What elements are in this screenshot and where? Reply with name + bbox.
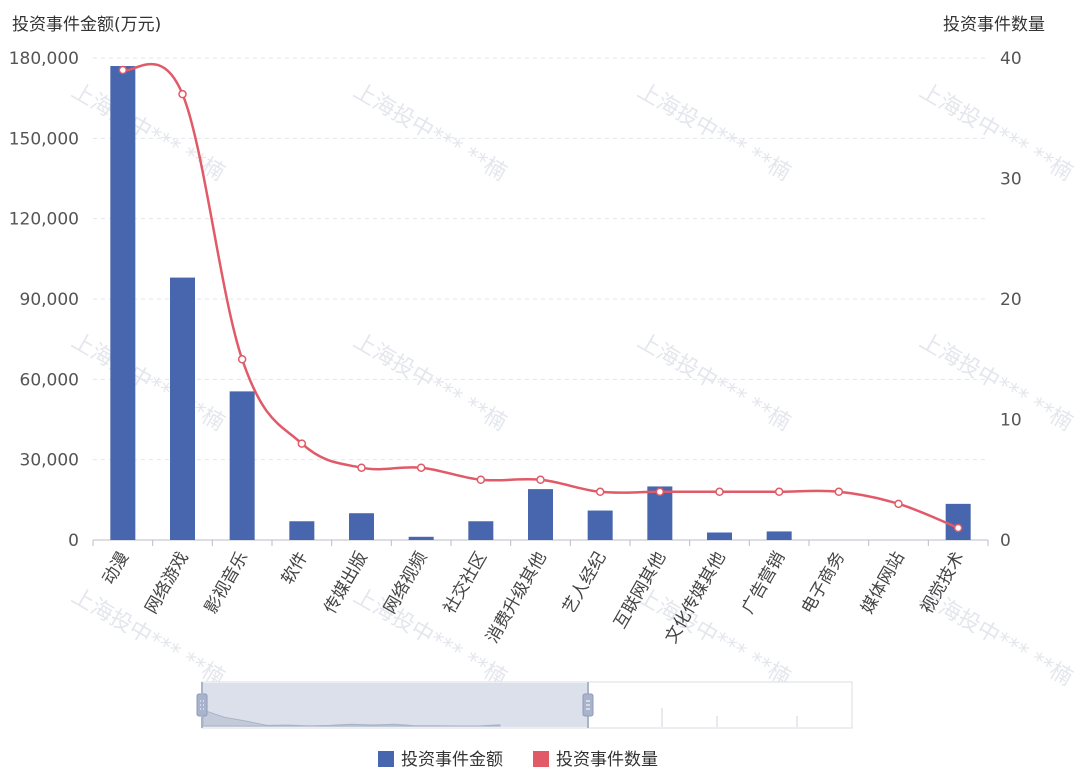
legend-item-count[interactable]: 投资事件数量 (533, 750, 658, 770)
category-label-1: 网络游戏 (142, 549, 193, 618)
bar-8 (587, 510, 613, 540)
legend[interactable]: 投资事件金额 投资事件数量 (378, 750, 658, 770)
line-point-10 (715, 487, 724, 497)
left-tick-label: 0 (68, 531, 79, 551)
right-tick-label: 0 (1000, 531, 1011, 551)
right-tick-label: 10 (1000, 411, 1022, 431)
bar-7 (528, 489, 553, 540)
category-label-2: 影视音乐 (201, 549, 252, 618)
category-label-6: 社交社区 (440, 549, 491, 618)
line-point-4 (357, 463, 366, 472)
right-tick-label: 30 (1000, 170, 1022, 190)
bar-0 (110, 66, 136, 541)
legend-swatch-bar (378, 751, 394, 767)
left-tick-label: 180,000 (9, 49, 79, 69)
watermark-text: 上海投中*** **楠 (915, 329, 1076, 437)
left-axis-ticks: 0 30,000 60,000 90,000 120,000 150,000 180,000 (9, 49, 79, 551)
line-point-12 (834, 487, 844, 497)
line-point-13 (894, 499, 903, 509)
watermark-text: 上海投中*** **楠 (633, 79, 794, 187)
left-tick-label: 150,000 (9, 129, 79, 149)
line-point-6 (476, 475, 486, 484)
bar-1 (170, 277, 195, 540)
left-tick-label: 60,000 (20, 370, 79, 390)
line-point-3 (297, 439, 307, 448)
line-point-0 (118, 65, 128, 75)
line-point-2 (237, 355, 247, 364)
watermark-text: 上海投中*** **楠 (349, 79, 510, 187)
category-label-3: 软件 (278, 549, 312, 588)
slider-right-handle[interactable] (582, 693, 594, 717)
bar-2 (229, 391, 255, 540)
category-label-0: 动漫 (99, 549, 133, 588)
slider-preview-area (202, 709, 501, 727)
left-tick-label: 30,000 (20, 451, 79, 471)
legend-label: 投资事件金额 (401, 750, 503, 770)
legend-label: 投资事件数量 (556, 750, 658, 770)
right-axis-ticks: 0 10 20 30 40 (1000, 49, 1022, 551)
watermark-text: 上海投中*** **楠 (67, 79, 228, 187)
bar-5 (408, 536, 434, 540)
legend-swatch-line (533, 751, 549, 767)
bar-11 (766, 531, 792, 540)
left-tick-label: 90,000 (20, 290, 79, 310)
line-point-9 (655, 487, 665, 497)
category-label-13: 媒体网站 (858, 549, 909, 618)
category-label-5: 网络视频 (380, 549, 431, 618)
category-label-7: 消费升级其他 (483, 549, 551, 647)
line-point-5 (416, 463, 426, 472)
count-line-path (122, 62, 959, 530)
bar-4 (349, 513, 374, 540)
bar-series[interactable] (110, 66, 971, 541)
category-label-8: 艺人经纪 (559, 549, 610, 618)
legend-item-amount[interactable]: 投资事件金额 (378, 750, 503, 770)
right-tick-label: 20 (1000, 290, 1022, 310)
watermark-text: 上海投中*** **楠 (349, 329, 510, 437)
slider-selected-window[interactable] (202, 683, 588, 727)
line-series[interactable] (118, 62, 963, 533)
line-point-8 (595, 487, 605, 497)
left-tick-label: 120,000 (9, 210, 79, 230)
watermark-text: 上海投中*** **楠 (633, 329, 794, 437)
category-label-11: 广告营销 (738, 549, 789, 618)
line-point-1 (178, 89, 187, 99)
right-axis-title: 投资事件数量 (943, 15, 1045, 35)
data-zoom-slider[interactable] (196, 681, 853, 729)
bar-14 (945, 503, 971, 540)
line-point-7 (536, 475, 545, 484)
bar-10 (707, 532, 732, 540)
watermark-text: 上海投中*** **楠 (915, 79, 1076, 187)
bar-6 (468, 521, 494, 540)
line-point-14 (953, 523, 963, 533)
line-point-11 (774, 487, 784, 497)
bar-3 (289, 521, 315, 540)
category-label-12: 电子商务 (798, 549, 849, 618)
watermark-text: 上海投中*** **楠 (633, 584, 794, 692)
right-tick-label: 40 (1000, 49, 1022, 69)
watermark-text: 上海投中*** **楠 (67, 329, 228, 437)
left-axis-title: 投资事件金额(万元) (12, 15, 161, 35)
